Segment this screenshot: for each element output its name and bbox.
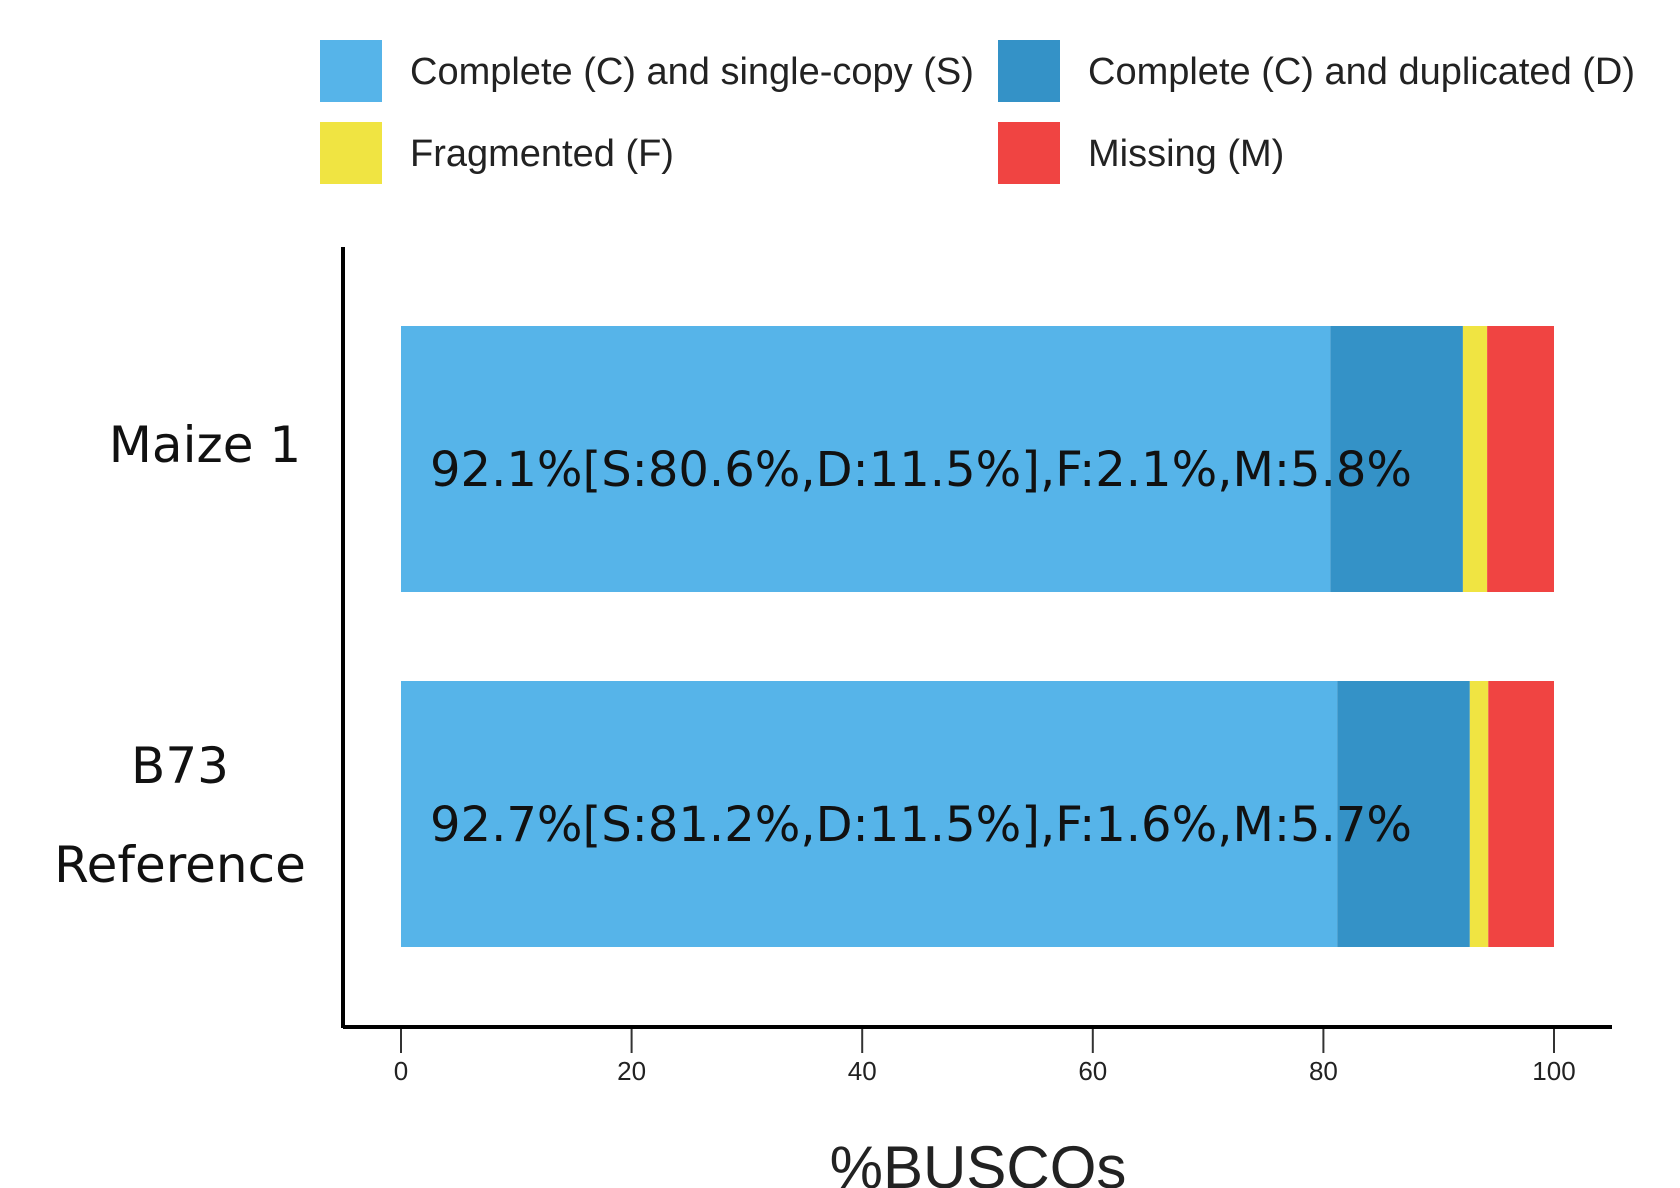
bar-segment-1-1 xyxy=(401,326,1331,592)
bar-annotation-1: 92.1%[S:80.6%,D:11.5%],F:2.1%,M:5.8% xyxy=(430,442,1412,498)
legend-swatch-3 xyxy=(320,122,382,184)
bar-segment-2-3 xyxy=(1469,681,1489,947)
category-label-2-line-1: B73 xyxy=(131,737,229,795)
bars xyxy=(401,326,1554,947)
bar-segment-1-2 xyxy=(1330,326,1463,592)
bar-segment-2-2 xyxy=(1337,681,1470,947)
bar-segment-2-1 xyxy=(401,681,1338,947)
x-tick-label-2: 20 xyxy=(617,1056,646,1086)
category-label-2-line-2: Reference xyxy=(54,836,306,894)
legend-swatch-2 xyxy=(998,40,1060,102)
legend-label-3: Fragmented (F) xyxy=(410,133,674,175)
legend-swatch-1 xyxy=(320,40,382,102)
x-tick-label-6: 100 xyxy=(1532,1056,1575,1086)
legend-label-2: Complete (C) and duplicated (D) xyxy=(1088,51,1635,93)
legend-swatch-4 xyxy=(998,122,1060,184)
x-axis-title: %BUSCOs xyxy=(830,1134,1127,1188)
x-ticks: 0 20 40 60 80 100 xyxy=(394,1029,1576,1086)
category-label-1-line-1: Maize 1 xyxy=(109,416,301,474)
legend: Complete (C) and single-copy (S) Complete… xyxy=(320,40,1635,184)
bar-annotation-2: 92.7%[S:81.2%,D:11.5%],F:1.6%,M:5.7% xyxy=(430,797,1412,853)
axes xyxy=(341,247,1612,1029)
bar-segment-2-4 xyxy=(1488,681,1554,947)
x-tick-label-3: 40 xyxy=(848,1056,877,1086)
bar-segment-1-4 xyxy=(1487,326,1554,592)
category-labels: Maize 1 B73 Reference xyxy=(54,416,306,894)
legend-label-4: Missing (M) xyxy=(1088,133,1284,175)
bar-labels: 92.1%[S:80.6%,D:11.5%],F:2.1%,M:5.8% 92.7… xyxy=(430,442,1412,853)
bar-segment-1-3 xyxy=(1462,326,1488,592)
x-tick-label-1: 0 xyxy=(394,1056,408,1086)
x-tick-label-5: 80 xyxy=(1309,1056,1338,1086)
x-tick-label-4: 60 xyxy=(1078,1056,1107,1086)
legend-label-1: Complete (C) and single-copy (S) xyxy=(410,51,974,93)
